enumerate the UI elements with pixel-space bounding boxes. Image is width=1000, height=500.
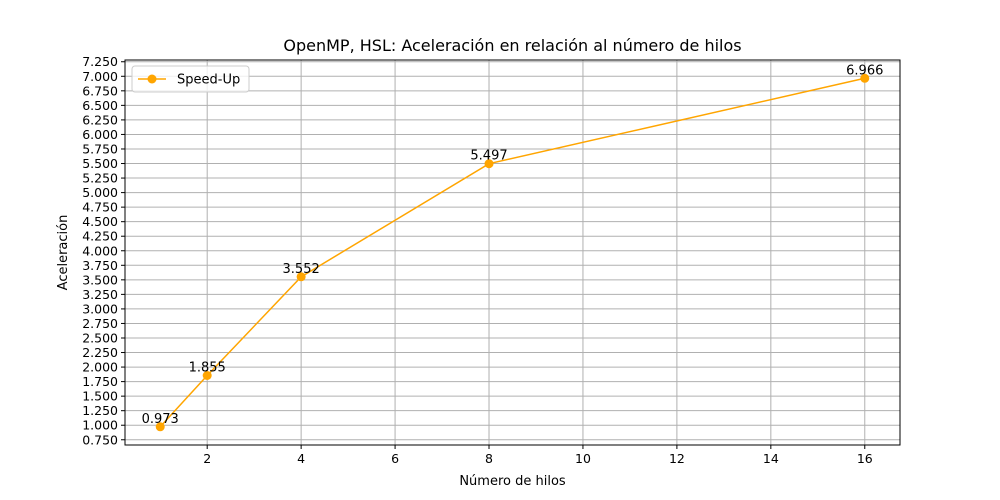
y-tick-label: 4.000 xyxy=(82,243,118,258)
y-tick-label: 7.250 xyxy=(82,54,118,69)
x-tick-label: 4 xyxy=(297,451,305,466)
data-point xyxy=(202,371,212,381)
y-tick-label: 2.000 xyxy=(82,360,118,375)
x-tick-label: 12 xyxy=(669,451,685,466)
data-label: 3.552 xyxy=(283,262,320,277)
data-point xyxy=(155,422,165,432)
legend-marker-swatch xyxy=(147,74,157,84)
series-layer xyxy=(155,73,870,432)
y-tick-label: 3.000 xyxy=(82,301,118,316)
x-tick-label: 6 xyxy=(391,451,399,466)
data-labels: 0.973 1.855 3.552 5.497 6.966 xyxy=(142,63,884,427)
y-tick-label: 5.250 xyxy=(82,171,118,186)
data-point xyxy=(484,159,494,169)
y-tick-label: 4.250 xyxy=(82,229,118,244)
legend: Speed-Up xyxy=(131,65,250,93)
data-label: 1.855 xyxy=(189,361,226,376)
y-tick-label: 5.750 xyxy=(82,141,118,156)
chart-title: OpenMP, HSL: Aceleración en relación al … xyxy=(283,36,741,55)
y-tick-label: 0.750 xyxy=(82,432,118,447)
y-tick-label: 3.750 xyxy=(82,258,118,273)
y-tick-label: 7.000 xyxy=(82,69,118,84)
y-tick-label: 2.750 xyxy=(82,316,118,331)
plot-frame xyxy=(124,59,901,446)
y-tick-label: 6.500 xyxy=(82,98,118,113)
y-tick-label: 3.500 xyxy=(82,272,118,287)
y-tick-label: 1.250 xyxy=(82,403,118,418)
y-tick-label: 6.000 xyxy=(82,127,118,142)
x-tick-label: 10 xyxy=(575,451,591,466)
y-tick-label: 4.500 xyxy=(82,214,118,229)
y-tick-label: 2.500 xyxy=(82,330,118,345)
y-tick-label: 6.250 xyxy=(82,112,118,127)
y-tick-label: 6.750 xyxy=(82,83,118,98)
data-label: 6.966 xyxy=(846,63,883,78)
y-tick-label: 5.500 xyxy=(82,156,118,171)
x-tick-label: 8 xyxy=(485,451,493,466)
y-tick-label: 4.750 xyxy=(82,200,118,215)
x-axis-title: Número de hilos xyxy=(459,474,566,489)
grid-lines xyxy=(125,60,900,445)
legend-box xyxy=(131,65,250,93)
data-point xyxy=(860,73,870,83)
data-point xyxy=(296,272,306,282)
x-axis: 2 4 6 8 10 12 14 16 xyxy=(203,445,873,466)
data-label: 5.497 xyxy=(470,149,507,164)
y-axis-title: Aceleración xyxy=(56,215,71,291)
legend-label: Speed-Up xyxy=(177,73,240,88)
x-tick-label: 16 xyxy=(857,451,873,466)
y-axis: 0.7501.0001.2501.5001.7502.0002.2502.500… xyxy=(82,54,125,447)
y-tick-label: 2.250 xyxy=(82,345,118,360)
x-tick-label: 14 xyxy=(763,451,779,466)
y-tick-label: 1.500 xyxy=(82,389,118,404)
y-tick-label: 5.000 xyxy=(82,185,118,200)
y-tick-label: 1.000 xyxy=(82,418,118,433)
data-label: 0.973 xyxy=(142,412,179,427)
y-tick-label: 1.750 xyxy=(82,374,118,389)
x-tick-label: 2 xyxy=(203,451,211,466)
y-tick-label: 3.250 xyxy=(82,287,118,302)
